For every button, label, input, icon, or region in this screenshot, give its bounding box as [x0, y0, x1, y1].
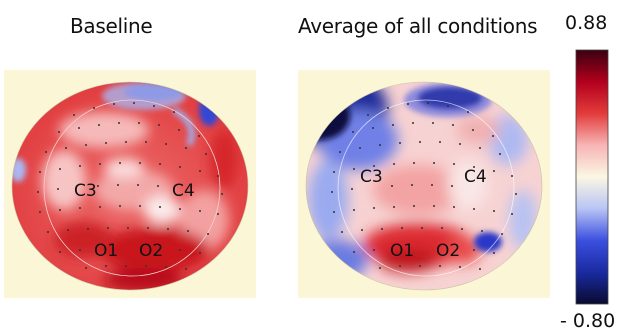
- baseline-topomap: C3 C4 O1 O2: [4, 70, 256, 298]
- average-electrode-o1: O1: [390, 241, 414, 261]
- colorbar-max-label: 0.88: [565, 12, 608, 34]
- average-topomap: C3 C4 O1 O2: [298, 70, 550, 298]
- baseline-electrode-c4: C4: [172, 181, 195, 201]
- colorbar-svg: [575, 49, 609, 305]
- baseline-topomap-svg: C3 C4 O1 O2: [4, 70, 256, 298]
- average-topomap-svg: C3 C4 O1 O2: [298, 70, 550, 298]
- baseline-electrode-dots: [37, 102, 223, 270]
- baseline-electrode-c3: C3: [74, 181, 97, 201]
- colorbar-min-label: - 0.80: [560, 310, 616, 332]
- average-electrode-dots: [331, 102, 517, 270]
- average-electrode-c3: C3: [360, 167, 383, 187]
- colorbar-rect: [575, 49, 609, 305]
- baseline-electrode-o2: O2: [139, 241, 163, 261]
- average-electrode-o2: O2: [436, 241, 460, 261]
- baseline-title: Baseline: [70, 14, 153, 38]
- baseline-electrode-o1: O1: [94, 241, 118, 261]
- average-title: Average of all conditions: [298, 14, 538, 38]
- colorbar: [568, 48, 612, 306]
- average-electrode-c4: C4: [464, 167, 487, 187]
